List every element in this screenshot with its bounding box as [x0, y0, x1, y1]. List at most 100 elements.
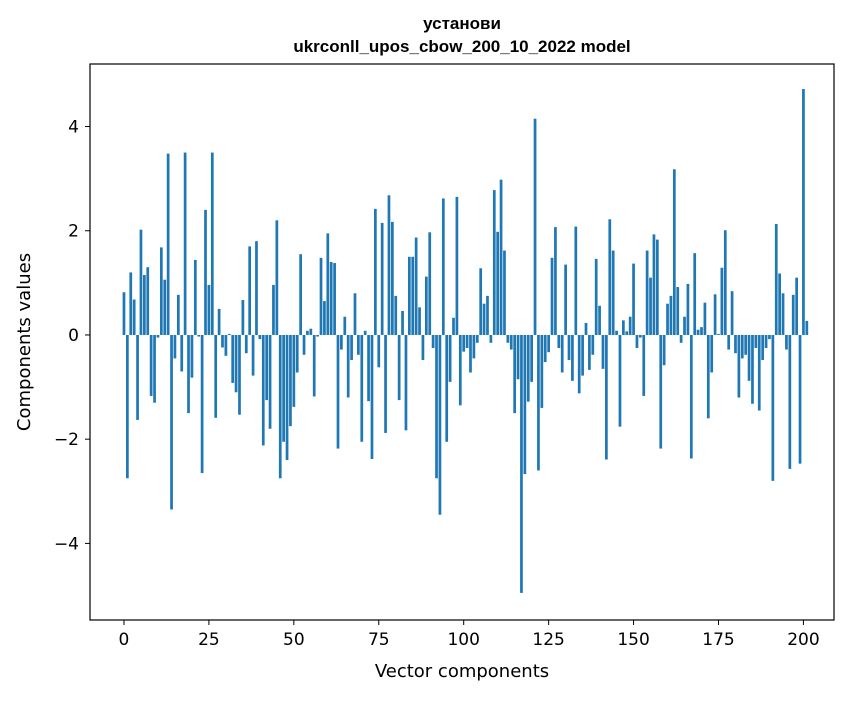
bar-110 [496, 231, 500, 335]
bar-3 [132, 299, 136, 335]
bar-5 [139, 229, 143, 335]
bar-14 [170, 334, 173, 510]
bar-38 [251, 334, 255, 376]
bar-118 [523, 334, 527, 475]
bar-199 [798, 334, 802, 464]
bar-80 [394, 295, 398, 335]
bar-162 [672, 169, 676, 335]
bar-150 [632, 263, 635, 335]
bar-178 [727, 334, 731, 350]
x-tick-label: 125 [532, 630, 564, 650]
bar-142 [605, 334, 608, 460]
bar-112 [503, 250, 506, 335]
bar-29 [221, 334, 224, 348]
bar-32 [231, 334, 235, 383]
bar-179 [730, 291, 734, 335]
y-tick-label: −4 [54, 534, 79, 554]
chart-title-line2: ukrconll_upos_cbow_200_10_2022 model [293, 37, 630, 56]
bar-119 [526, 334, 530, 402]
bar-151 [635, 334, 639, 348]
bar-series [122, 89, 809, 593]
bar-132 [571, 334, 574, 381]
bar-44 [272, 284, 275, 335]
bar-43 [268, 334, 272, 429]
bar-21 [193, 259, 197, 335]
bar-55 [309, 328, 313, 335]
bar-186 [754, 334, 758, 348]
bar-47 [282, 334, 285, 442]
bar-180 [734, 334, 737, 354]
bar-50 [292, 334, 296, 407]
bar-166 [686, 283, 690, 335]
bar-11 [159, 247, 163, 335]
bar-94 [441, 198, 445, 335]
bar-120 [530, 334, 533, 382]
bar-72 [367, 334, 370, 402]
bar-168 [693, 253, 697, 335]
y-tick-label: 4 [68, 118, 79, 138]
bar-67 [350, 334, 353, 360]
bar-189 [764, 334, 768, 348]
bar-2 [129, 272, 133, 335]
bar-196 [788, 334, 792, 469]
bar-103 [472, 334, 476, 359]
bar-12 [163, 279, 167, 335]
bar-28 [217, 308, 221, 335]
bar-187 [757, 334, 761, 411]
bar-113 [506, 334, 510, 343]
bar-146 [618, 334, 622, 427]
bar-30 [224, 334, 228, 356]
y-tick-label: 0 [68, 326, 79, 346]
chart-title-line1: установи [423, 14, 501, 33]
bar-91 [431, 334, 435, 348]
bar-109 [492, 190, 496, 335]
bar-144 [611, 250, 615, 335]
bar-184 [747, 334, 751, 381]
bar-111 [499, 179, 503, 335]
bar-158 [659, 334, 663, 449]
bar-61 [329, 262, 333, 335]
bar-136 [584, 322, 588, 335]
bar-90 [428, 232, 432, 335]
x-tick-label: 200 [787, 630, 819, 650]
bar-8 [149, 334, 153, 396]
bar-127 [554, 227, 557, 335]
bar-64 [340, 334, 343, 350]
bar-123 [540, 334, 544, 408]
bar-54 [306, 330, 309, 335]
bar-126 [550, 257, 554, 335]
bar-60 [326, 233, 330, 335]
bar-153 [642, 334, 646, 396]
bar-148 [625, 331, 629, 335]
bar-129 [560, 334, 564, 373]
bar-200 [802, 89, 805, 335]
bar-48 [285, 334, 289, 461]
bar-81 [397, 334, 401, 401]
bar-19 [187, 334, 190, 414]
bar-53 [302, 334, 306, 355]
x-tick-label: 175 [702, 630, 734, 650]
bar-93 [438, 334, 442, 515]
bar-24 [204, 209, 207, 335]
bar-66 [346, 334, 350, 398]
bar-65 [343, 316, 347, 335]
bar-164 [679, 334, 683, 343]
bar-105 [479, 268, 483, 335]
bar-85 [411, 256, 415, 335]
bar-49 [289, 334, 292, 427]
bar-156 [652, 234, 656, 335]
bar-89 [424, 276, 428, 335]
y-axis-label: Components values [14, 253, 35, 431]
bar-41 [261, 334, 265, 446]
bar-51 [295, 334, 299, 373]
bar-99 [458, 334, 462, 406]
bar-191 [771, 334, 775, 481]
bar-70 [360, 334, 364, 442]
bar-108 [489, 334, 493, 343]
bar-152 [639, 334, 642, 338]
bar-169 [696, 329, 700, 335]
bar-157 [655, 239, 659, 335]
bar-176 [720, 267, 724, 335]
